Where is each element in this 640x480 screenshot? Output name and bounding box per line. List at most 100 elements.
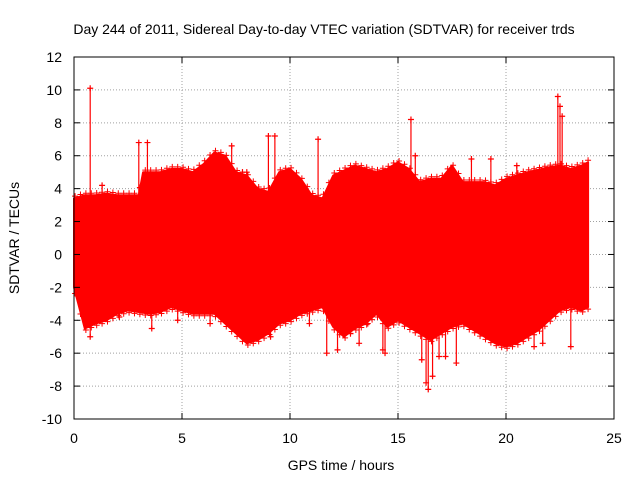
data-marker bbox=[104, 318, 111, 325]
x-tick-label: 0 bbox=[70, 430, 78, 446]
data-marker bbox=[93, 322, 100, 329]
data-marker bbox=[147, 312, 154, 319]
data-marker bbox=[374, 166, 381, 173]
y-tick-label: 8 bbox=[54, 115, 62, 131]
data-marker bbox=[504, 173, 511, 180]
data-marker bbox=[439, 331, 446, 338]
data-marker bbox=[320, 308, 327, 315]
data-marker bbox=[250, 340, 257, 347]
data-marker bbox=[568, 163, 575, 170]
data-marker bbox=[93, 190, 100, 197]
data-marker bbox=[514, 170, 521, 177]
data-marker bbox=[217, 149, 224, 156]
y-tick-label: 4 bbox=[54, 181, 62, 197]
spike-marker bbox=[265, 132, 272, 139]
y-tick-label: -6 bbox=[50, 345, 63, 361]
spike-marker bbox=[174, 317, 181, 324]
spike-marker bbox=[144, 139, 151, 146]
data-marker bbox=[460, 323, 467, 330]
data-marker bbox=[185, 165, 192, 172]
data-marker bbox=[201, 157, 208, 164]
data-marker bbox=[385, 163, 392, 170]
spike-marker bbox=[425, 386, 432, 393]
data-marker bbox=[406, 165, 413, 172]
spike-marker bbox=[87, 333, 94, 340]
data-marker bbox=[390, 321, 397, 328]
data-marker bbox=[455, 170, 462, 177]
data-marker bbox=[450, 325, 457, 332]
data-marker bbox=[82, 190, 89, 197]
data-marker bbox=[109, 315, 116, 322]
spike-marker bbox=[334, 346, 341, 353]
spike-marker bbox=[267, 333, 274, 340]
data-marker bbox=[77, 311, 84, 318]
spike-marker bbox=[557, 103, 563, 110]
data-marker bbox=[428, 173, 435, 180]
data-marker bbox=[585, 157, 592, 164]
spike-marker bbox=[293, 175, 300, 182]
spike-marker bbox=[418, 356, 425, 363]
data-marker bbox=[352, 160, 359, 167]
data-marker bbox=[131, 310, 138, 317]
x-tick-label: 15 bbox=[390, 430, 406, 446]
data-marker bbox=[504, 345, 511, 352]
data-marker bbox=[336, 167, 343, 174]
data-marker bbox=[217, 318, 224, 325]
data-marker bbox=[568, 306, 575, 313]
data-marker bbox=[261, 185, 268, 192]
data-marker bbox=[88, 190, 95, 197]
data-marker bbox=[304, 183, 311, 190]
data-marker bbox=[180, 309, 187, 316]
data-marker bbox=[563, 162, 570, 169]
data-marker bbox=[466, 326, 473, 333]
data-marker bbox=[147, 167, 154, 174]
data-marker bbox=[126, 190, 133, 197]
data-marker bbox=[412, 329, 419, 336]
data-marker bbox=[558, 309, 565, 316]
data-marker bbox=[104, 188, 111, 195]
y-tick-label: -4 bbox=[50, 312, 63, 328]
data-marker bbox=[563, 307, 570, 314]
data-marker bbox=[363, 321, 370, 328]
data-marker bbox=[352, 327, 359, 334]
data-marker bbox=[250, 178, 257, 185]
data-marker bbox=[315, 307, 322, 314]
spike-marker bbox=[116, 313, 123, 320]
data-marker bbox=[309, 190, 316, 197]
y-tick-labels: 12 10 8 6 4 2 0 -2 -4 -6 -8 -10 bbox=[42, 49, 62, 427]
data-marker bbox=[579, 160, 586, 167]
data-marker bbox=[471, 329, 478, 336]
data-marker bbox=[558, 160, 565, 167]
data-marker bbox=[255, 183, 262, 190]
spike-marker bbox=[271, 132, 278, 139]
data-marker bbox=[585, 306, 592, 313]
data-marker bbox=[325, 179, 332, 186]
data-marker bbox=[158, 310, 165, 317]
data-marker bbox=[369, 316, 376, 323]
data-marker bbox=[282, 165, 289, 172]
data-marker bbox=[439, 172, 446, 179]
data-marker bbox=[266, 184, 273, 191]
data-marker bbox=[423, 175, 430, 182]
x-axis-label: GPS time / hours bbox=[288, 457, 395, 473]
spike-marker bbox=[567, 343, 574, 350]
data-marker bbox=[531, 165, 538, 172]
data-marker bbox=[482, 336, 489, 343]
spike-marker bbox=[453, 360, 460, 367]
data-marker bbox=[401, 323, 408, 330]
data-marker bbox=[196, 312, 203, 319]
spike-marker bbox=[554, 93, 561, 100]
data-marker bbox=[493, 179, 500, 186]
data-marker bbox=[234, 333, 241, 340]
data-marker bbox=[363, 164, 370, 171]
data-marker bbox=[136, 311, 143, 318]
data-marker bbox=[277, 322, 284, 329]
data-marker bbox=[120, 310, 127, 317]
data-marker bbox=[433, 173, 440, 180]
data-marker bbox=[72, 193, 79, 200]
data-marker bbox=[428, 338, 435, 345]
data-marker bbox=[482, 177, 489, 184]
data-marker bbox=[244, 341, 251, 348]
data-marker bbox=[541, 163, 548, 170]
data-marker bbox=[234, 167, 241, 174]
